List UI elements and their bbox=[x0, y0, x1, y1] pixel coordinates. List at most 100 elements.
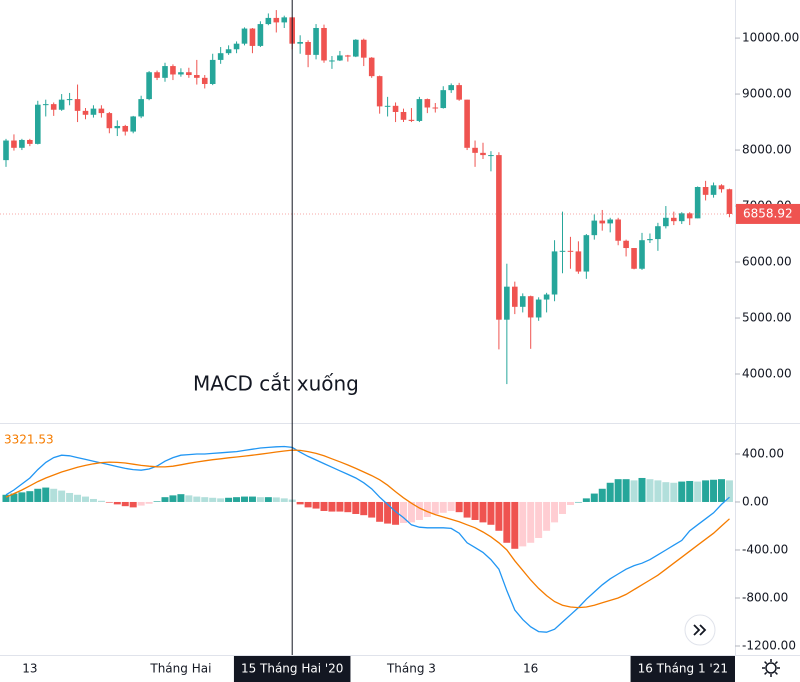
histogram-bar bbox=[368, 501, 376, 518]
y2-tick-label: 0.00 bbox=[742, 494, 769, 508]
histogram-bar bbox=[296, 501, 304, 505]
histogram-bar bbox=[50, 488, 58, 502]
candle-body bbox=[178, 72, 184, 75]
candle-body bbox=[305, 41, 311, 55]
histogram-bar bbox=[710, 479, 718, 502]
candle-body bbox=[440, 90, 447, 109]
histogram-bar bbox=[559, 501, 566, 514]
candle-body bbox=[265, 17, 272, 25]
scroll-icon bbox=[693, 624, 707, 636]
candle-body bbox=[122, 125, 129, 132]
histogram-bar bbox=[725, 480, 733, 502]
histogram-bar bbox=[511, 501, 519, 549]
histogram-bar bbox=[622, 479, 630, 502]
histogram-bar bbox=[153, 501, 161, 502]
histogram-bar bbox=[26, 491, 34, 502]
crosshair-label-box bbox=[630, 656, 735, 682]
x-tick-label: 13 bbox=[22, 662, 37, 676]
candle-body bbox=[456, 85, 462, 100]
histogram-bar bbox=[400, 501, 407, 523]
histogram-bar bbox=[248, 496, 256, 502]
price-pane bbox=[0, 10, 735, 385]
candle-body bbox=[512, 286, 518, 307]
histogram-bar bbox=[58, 490, 66, 502]
gear-teeth bbox=[762, 659, 780, 677]
candle-body bbox=[615, 219, 621, 241]
histogram-bar bbox=[646, 479, 654, 502]
candle-body bbox=[58, 99, 65, 110]
histogram-bar bbox=[113, 501, 121, 505]
candle-body bbox=[416, 99, 423, 121]
histogram-bar bbox=[392, 501, 400, 525]
candle-body bbox=[591, 220, 598, 236]
candle-body bbox=[281, 17, 288, 23]
candle-body bbox=[27, 139, 33, 144]
candle-body bbox=[337, 55, 343, 61]
candle-body bbox=[201, 77, 208, 84]
candle-body bbox=[472, 147, 478, 153]
histogram-bar bbox=[590, 493, 598, 502]
candle-body bbox=[74, 99, 81, 111]
y2-tick-label: 400.00 bbox=[742, 446, 784, 460]
histogram-bar bbox=[137, 501, 145, 506]
histogram-bar bbox=[718, 479, 725, 502]
histogram-bar bbox=[686, 480, 694, 502]
histogram-bar bbox=[630, 480, 638, 502]
histogram-bar bbox=[519, 501, 527, 547]
axes: 4000.005000.006000.007000.008000.009000.… bbox=[22, 31, 800, 682]
candle-body bbox=[345, 55, 351, 57]
candle-body bbox=[90, 108, 97, 115]
histogram-bar bbox=[2, 494, 10, 502]
y-tick-label: 6000.00 bbox=[742, 255, 792, 269]
candle-body bbox=[647, 239, 653, 241]
histogram-bar bbox=[471, 501, 479, 520]
candle-body bbox=[639, 240, 645, 269]
candle-body bbox=[448, 85, 454, 91]
candle-body bbox=[718, 185, 725, 190]
histogram-bar bbox=[535, 501, 543, 538]
histogram-bar bbox=[121, 501, 129, 507]
histogram-bar bbox=[10, 493, 18, 502]
candle-body bbox=[575, 251, 582, 272]
candle-body bbox=[607, 219, 613, 224]
candle-body bbox=[432, 107, 439, 109]
candle-body bbox=[655, 226, 661, 240]
candle-body bbox=[424, 99, 431, 108]
histogram-bar bbox=[34, 488, 42, 502]
histogram-bar bbox=[217, 498, 225, 502]
candle-body bbox=[663, 217, 669, 227]
histogram-bar bbox=[66, 492, 74, 502]
histogram-bar bbox=[638, 477, 646, 502]
histogram-bar bbox=[527, 501, 535, 543]
candle-body bbox=[82, 110, 89, 115]
y-tick-label: 5000.00 bbox=[742, 311, 792, 325]
x-tick-label: Tháng 3 bbox=[386, 662, 436, 676]
histogram-bar bbox=[606, 482, 614, 502]
histogram-bar bbox=[654, 480, 662, 502]
macd-line bbox=[5, 449, 730, 609]
macd-line bbox=[5, 445, 730, 633]
histogram-bar bbox=[415, 501, 423, 520]
histogram-bar bbox=[241, 496, 248, 502]
histogram-bar bbox=[431, 501, 439, 514]
candle-body bbox=[241, 28, 248, 44]
histogram-bar bbox=[598, 488, 606, 502]
histogram-bar bbox=[614, 479, 622, 502]
histogram-bar bbox=[376, 501, 384, 522]
settings-button[interactable] bbox=[762, 659, 780, 677]
y2-tick-label: -800.00 bbox=[742, 590, 788, 604]
histogram-bar bbox=[185, 495, 193, 502]
histogram-bar bbox=[423, 501, 431, 517]
histogram-bar bbox=[551, 501, 559, 523]
histogram-bar bbox=[272, 497, 280, 502]
candle-body bbox=[154, 72, 160, 78]
histogram-bar bbox=[352, 501, 360, 514]
candle-body bbox=[519, 296, 526, 307]
last-price-box bbox=[736, 203, 800, 224]
candle-body bbox=[42, 104, 49, 106]
crosshair-label: 15 Tháng Hai '20 bbox=[241, 662, 344, 676]
histogram-bar bbox=[495, 501, 503, 531]
candle-body bbox=[504, 286, 510, 320]
histogram-bar bbox=[678, 481, 686, 502]
histogram-bar bbox=[97, 500, 105, 502]
